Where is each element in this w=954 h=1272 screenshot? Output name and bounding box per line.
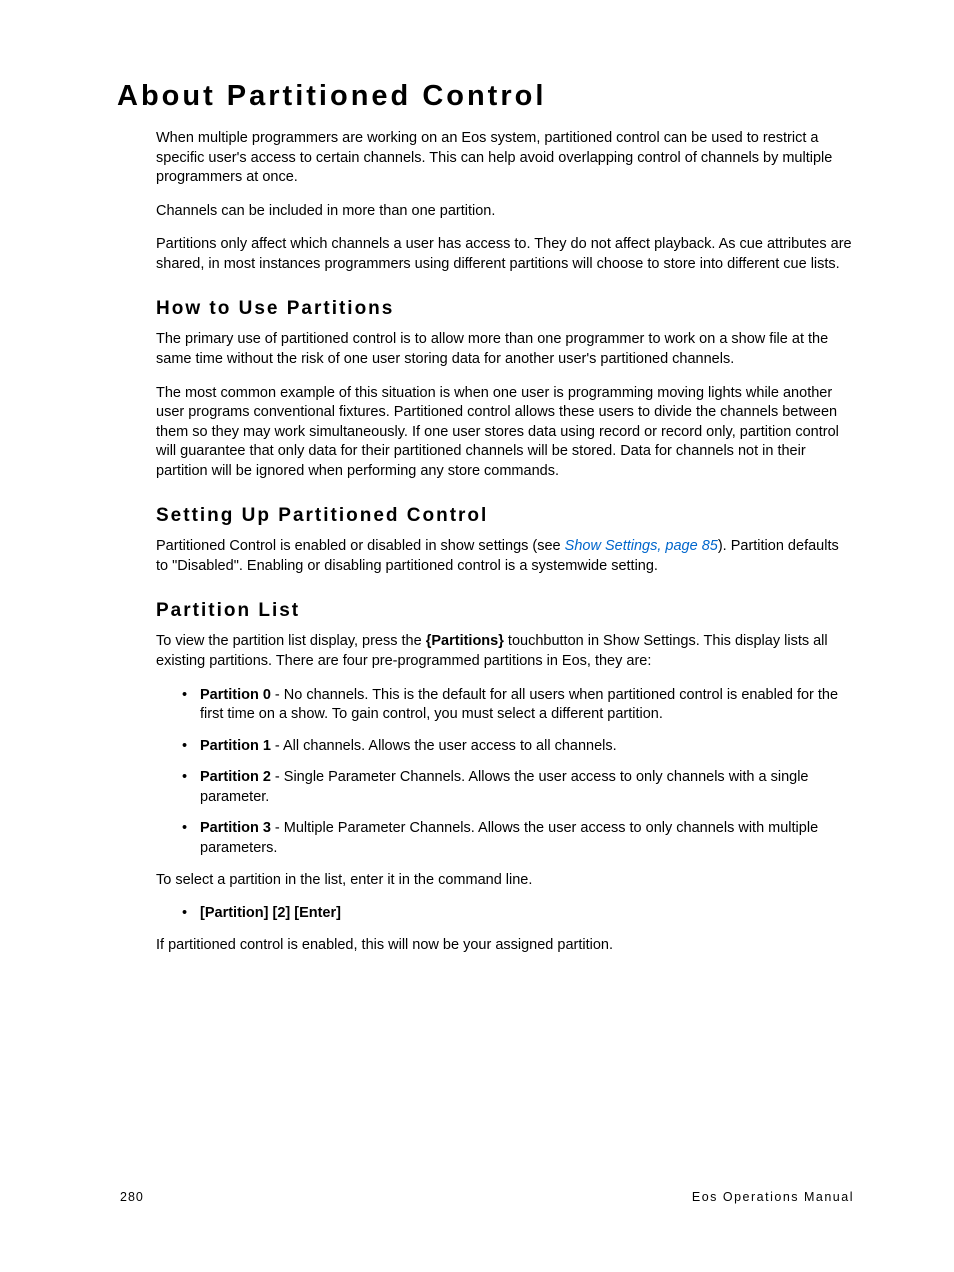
section-heading-partition-list: Partition List — [156, 600, 854, 622]
partitions-button-ref: {Partitions} — [426, 633, 504, 649]
section-heading-how-to: How to Use Partitions — [156, 298, 854, 320]
partition-label: Partition 3 — [200, 820, 271, 836]
section-heading-setting-up: Setting Up Partitioned Control — [156, 505, 854, 527]
list-item: Partition 0 - No channels. This is the d… — [200, 686, 854, 725]
list-item: Partition 1 - All channels. Allows the u… — [200, 737, 854, 757]
partition-desc: - Single Parameter Channels. Allows the … — [200, 769, 809, 805]
partition-desc: - No channels. This is the default for a… — [200, 687, 838, 723]
setting-up-text-before: Partitioned Control is enabled or disabl… — [156, 538, 565, 554]
partition-desc: - All channels. Allows the user access t… — [271, 738, 617, 754]
partition-list-intro-before: To view the partition list display, pres… — [156, 633, 426, 649]
partition-definitions-list: Partition 0 - No channels. This is the d… — [156, 686, 854, 859]
list-item: Partition 2 - Single Parameter Channels.… — [200, 768, 854, 807]
partition-desc: - Multiple Parameter Channels. Allows th… — [200, 820, 818, 856]
show-settings-link[interactable]: Show Settings, page 85 — [565, 538, 718, 554]
page-footer: 280 Eos Operations Manual — [120, 1190, 854, 1204]
command-example: [Partition] [2] [Enter] — [200, 905, 341, 921]
list-item: Partition 3 - Multiple Parameter Channel… — [200, 819, 854, 858]
intro-paragraph: Partitions only affect which channels a … — [156, 235, 854, 274]
page-number: 280 — [120, 1190, 144, 1204]
intro-paragraph: When multiple programmers are working on… — [156, 129, 854, 188]
partition-label: Partition 0 — [200, 687, 271, 703]
partition-label: Partition 2 — [200, 769, 271, 785]
closing-text: If partitioned control is enabled, this … — [156, 936, 854, 956]
partition-list-intro: To view the partition list display, pres… — [156, 632, 854, 671]
list-item: [Partition] [2] [Enter] — [200, 904, 854, 924]
how-to-paragraph: The primary use of partitioned control i… — [156, 330, 854, 369]
how-to-paragraph: The most common example of this situatio… — [156, 384, 854, 482]
intro-paragraph: Channels can be included in more than on… — [156, 202, 854, 222]
after-list-text: To select a partition in the list, enter… — [156, 871, 854, 891]
setting-up-paragraph: Partitioned Control is enabled or disabl… — [156, 537, 854, 576]
page-title: About Partitioned Control — [117, 80, 854, 113]
manual-title: Eos Operations Manual — [692, 1190, 854, 1204]
command-list: [Partition] [2] [Enter] — [156, 904, 854, 924]
partition-label: Partition 1 — [200, 738, 271, 754]
